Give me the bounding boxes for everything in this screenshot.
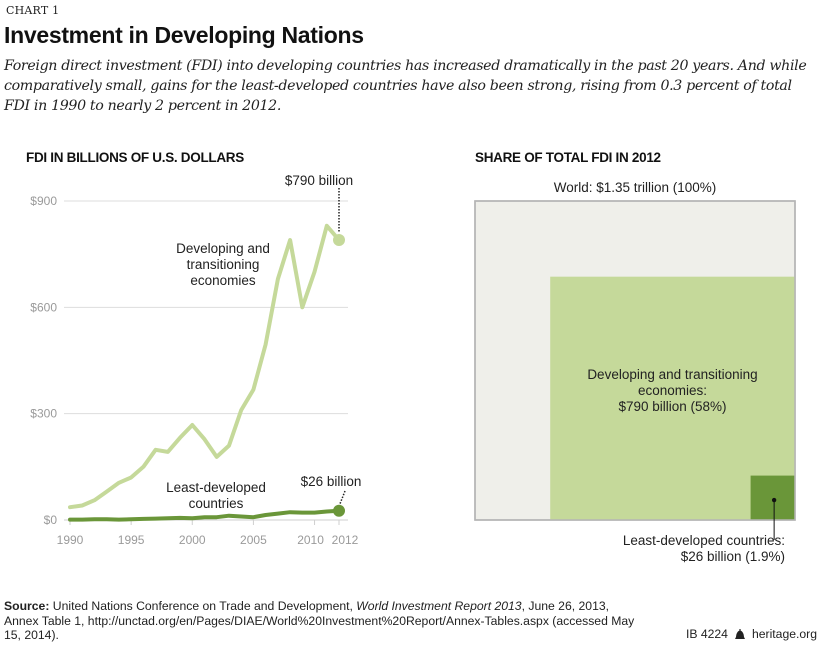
x-tick-label: 2012 bbox=[332, 533, 359, 547]
chart-kicker: CHART 1 bbox=[6, 4, 60, 17]
developing-series-label: economies bbox=[190, 273, 256, 288]
treemap-developing-label-line: $790 billion (58%) bbox=[618, 399, 727, 414]
series-line-least-developed bbox=[68, 508, 341, 522]
treemap-developing-label-line: economies: bbox=[637, 383, 708, 398]
line-chart-title: FDI IN BILLIONS OF U.S. DOLLARS bbox=[26, 150, 244, 165]
end-marker bbox=[333, 504, 345, 517]
x-tick-label: 2000 bbox=[179, 533, 206, 547]
x-tick-label: 1995 bbox=[118, 533, 145, 547]
developing-series-label: Developing and bbox=[176, 241, 270, 256]
least-developed-series-label: countries bbox=[189, 496, 244, 511]
treemap-least-developed-label-line: $26 billion (1.9%) bbox=[680, 549, 785, 564]
treemap-border bbox=[474, 200, 796, 521]
treemap-least-developed-label: Least-developed countries: $26 billion (1… bbox=[560, 533, 785, 565]
report-id: IB 4224 bbox=[685, 627, 728, 641]
y-tick-label: $600 bbox=[30, 300, 57, 314]
least-developed-end-leader bbox=[339, 490, 346, 505]
site-name: heritage.org bbox=[751, 627, 817, 641]
source-report-title: World Investment Report 2013 bbox=[356, 599, 522, 613]
treemap-world-label: World: $1.35 trillion (100%) bbox=[553, 180, 717, 195]
chart-title: Investment in Developing Nations bbox=[4, 22, 364, 48]
x-tick-label: 2010 bbox=[297, 533, 324, 547]
credit-line: IB 4224 heritage.org bbox=[686, 627, 817, 641]
treemap-least-developed-label-line: Least-developed countries: bbox=[622, 533, 785, 548]
line-chart: $0 $300 $600 $900 1990 1995 2000 2005 2010 2012 De… bbox=[30, 173, 362, 547]
treemap-developing-label: Developing and transitioning economies: $7… bbox=[555, 367, 790, 415]
x-tick-label: 2005 bbox=[240, 533, 267, 547]
liberty-bell-icon bbox=[734, 628, 745, 639]
treemap-least-developed-box bbox=[750, 475, 795, 520]
treemap-developing-label-line: Developing and transitioning bbox=[587, 367, 758, 382]
chart-subtitle: Foreign direct investment (FDI) into dev… bbox=[4, 58, 807, 114]
end-marker bbox=[333, 233, 345, 246]
least-developed-series-label: Least-developed bbox=[166, 480, 266, 495]
y-tick-label: $300 bbox=[30, 407, 57, 421]
y-tick-label: $900 bbox=[30, 194, 57, 208]
treemap-title: SHARE OF TOTAL FDI IN 2012 bbox=[475, 150, 661, 165]
source-text-2: , June 26, 2013, Annex Table 1, http://u… bbox=[4, 599, 635, 642]
treemap bbox=[474, 200, 796, 540]
y-tick-label: $0 bbox=[44, 513, 58, 527]
x-tick-label: 1990 bbox=[57, 533, 84, 547]
developing-end-label: $790 billion bbox=[285, 173, 353, 188]
source-text-1: United Nations Conference on Trade and D… bbox=[49, 599, 357, 613]
source-note: Source: United Nations Conference on Tra… bbox=[4, 599, 644, 643]
source-label: Source: bbox=[4, 599, 50, 613]
developing-series-label: transitioning bbox=[187, 257, 260, 272]
least-developed-end-label: $26 billion bbox=[301, 474, 362, 489]
